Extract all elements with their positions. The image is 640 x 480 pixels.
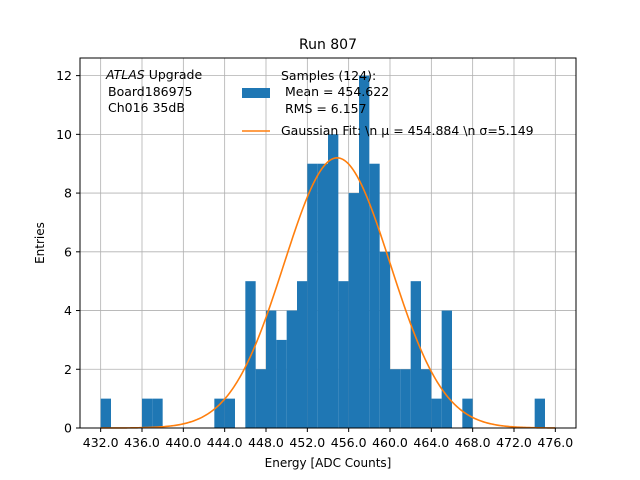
histogram-bar [224,398,235,428]
y-axis-label: Entries [33,222,47,264]
annotation-line-1: ATLAS Upgrade [105,67,202,82]
legend-hist-swatch [242,88,270,98]
x-tick-label: 468.0 [455,435,491,450]
atlas-annotation: ATLAS Upgrade Board186975 Ch016 35dB [105,67,202,115]
x-tick-label: 448.0 [248,435,284,450]
x-tick-label: 432.0 [83,435,119,450]
y-tick-label: 4 [64,303,72,318]
histogram-bar [369,163,380,428]
x-tick-label: 464.0 [413,435,449,450]
annotation-channel: Ch016 35dB [108,100,185,115]
histogram-bar [297,281,308,428]
y-tick-label: 6 [64,244,72,259]
histogram-bar [410,281,421,428]
legend-hist-line1: Samples (124): [281,68,376,83]
histogram-bar [400,369,411,428]
x-tick-label: 436.0 [124,435,160,450]
histogram-bar [307,163,318,428]
legend-hist-line2: Mean = 454.622 [281,84,389,99]
legend-hist-line3: RMS = 6.157 [281,101,367,116]
x-axis-ticks: 432.0 436.0 440.0 444.0 448.0 452.0 456.0 460.0… [83,428,573,450]
histogram-bar [390,369,401,428]
x-tick-label: 472.0 [496,435,532,450]
histogram-bar [100,398,111,428]
histogram-bar [348,193,359,428]
histogram-bar [255,369,266,428]
y-tick-label: 0 [64,421,72,436]
y-tick-label: 12 [56,68,72,83]
x-tick-label: 460.0 [372,435,408,450]
chart-title: Run 807 [299,37,357,53]
plot-frame [79,57,577,429]
histogram-bar [441,310,452,428]
legend-fit-label: Gaussian Fit: \n μ = 454.884 \n σ=5.149 [281,123,534,138]
gaussian-fit-curve [100,157,556,429]
legend: Samples (124): Mean = 454.622 RMS = 6.15… [242,68,534,138]
y-tick-label: 2 [64,362,72,377]
annotation-upgrade: Upgrade [145,67,203,82]
histogram-bar [338,281,349,428]
histogram-bar [421,369,432,428]
histogram-bar [431,398,442,428]
x-tick-label: 456.0 [331,435,367,450]
histogram-bar [317,163,328,428]
histogram-bar [328,134,339,428]
x-tick-label: 440.0 [165,435,201,450]
histogram-bar [462,398,473,428]
x-axis-label: Energy [ADC Counts] [265,456,392,470]
y-axis-ticks: 0 2 4 6 8 10 12 [56,68,80,436]
histogram-bar [276,339,287,428]
y-tick-label: 10 [56,127,72,142]
histogram-bar [359,75,370,428]
annotation-atlas: ATLAS [105,67,145,82]
histogram-bars [100,75,545,428]
fit-line [100,157,556,429]
histogram-bar [379,251,390,428]
histogram-bar [266,310,277,428]
x-tick-label: 444.0 [207,435,243,450]
x-tick-label: 452.0 [289,435,325,450]
y-tick-label: 8 [64,186,72,201]
histogram-bar [142,398,153,428]
histogram-bar [152,398,163,428]
histogram-bar [534,398,545,428]
histogram-bar [286,310,297,428]
x-tick-label: 476.0 [537,435,573,450]
histogram-bar [214,398,225,428]
annotation-board: Board186975 [108,84,192,99]
